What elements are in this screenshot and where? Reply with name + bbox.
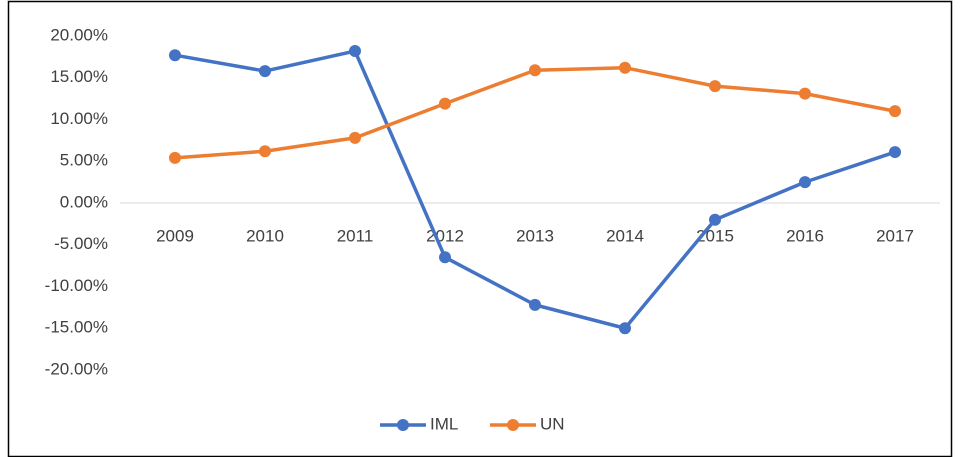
data-point: [799, 176, 811, 189]
data-point: [799, 87, 811, 100]
data-point: [439, 97, 451, 110]
data-point: [259, 65, 271, 78]
data-point: [169, 49, 181, 62]
y-tick-label: 10.00%: [50, 109, 108, 128]
y-tick-label: -5.00%: [54, 234, 108, 253]
x-tick-label: 2009: [156, 226, 194, 245]
data-point: [709, 213, 721, 226]
data-point: [439, 251, 451, 264]
y-tick-label: -10.00%: [45, 276, 108, 295]
y-tick-label: 15.00%: [50, 67, 108, 86]
x-tick-label: 2010: [246, 226, 284, 245]
y-tick-label: 5.00%: [60, 151, 108, 170]
data-point: [889, 146, 901, 159]
x-tick-label: 2016: [786, 226, 824, 245]
data-point: [169, 151, 181, 164]
data-point: [889, 105, 901, 118]
x-tick-label: 2013: [516, 226, 554, 245]
x-tick-label: 2017: [876, 226, 914, 245]
data-point: [349, 45, 361, 58]
y-tick-label: 20.00%: [50, 25, 108, 44]
legend-label: UN: [540, 414, 565, 433]
x-tick-label: 2011: [337, 226, 374, 245]
legend-marker: [507, 419, 519, 431]
y-tick-label: 0.00%: [60, 192, 108, 211]
data-point: [529, 64, 541, 77]
legend-label: IML: [430, 414, 458, 433]
chart-border: [7, 0, 953, 457]
y-tick-label: -15.00%: [45, 318, 108, 337]
y-tick-label: -20.00%: [45, 359, 108, 378]
data-point: [709, 80, 721, 93]
x-tick-label: 2014: [606, 226, 644, 245]
data-point: [529, 298, 541, 311]
data-point: [259, 145, 271, 158]
legend-marker: [397, 419, 409, 431]
data-point: [619, 61, 631, 74]
data-point: [619, 322, 631, 335]
data-point: [349, 131, 361, 144]
